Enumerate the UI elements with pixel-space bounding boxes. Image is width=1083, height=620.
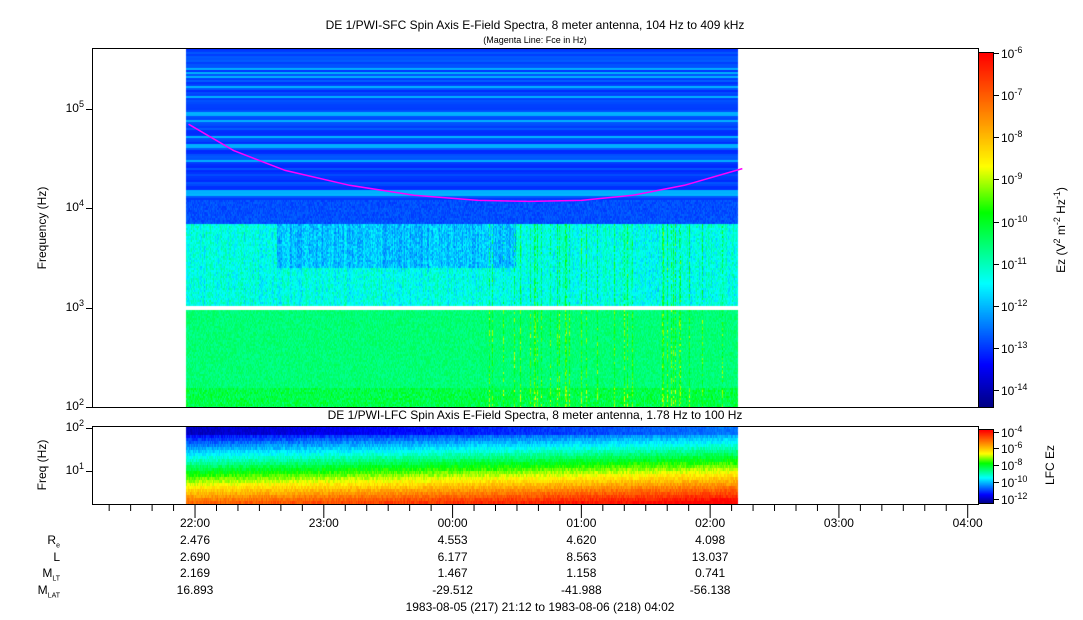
sfc-ytick-label: 104 — [65, 198, 84, 215]
lfc-ytick-mark — [86, 471, 92, 473]
sfc-ytick-label: 103 — [65, 297, 84, 314]
sfc-colorbar-tick — [994, 53, 999, 54]
sfc-plot-frame — [92, 48, 979, 408]
sfc-colorbar-tick — [994, 221, 999, 223]
ephemeris-label: MLAT — [37, 582, 60, 599]
lfc-ytick-label: 102 — [65, 417, 84, 434]
ephemeris-value: 16.893 — [176, 582, 214, 597]
sfc-colorbar-tick — [994, 137, 999, 139]
ephemeris-value: 13.037 — [691, 549, 729, 564]
sfc-ytick-mark — [86, 407, 92, 408]
sfc-colorbar-tick-label: 10-12 — [1001, 297, 1028, 314]
sfc-colorbar-tick-label: 10-7 — [1001, 87, 1023, 104]
sfc-colorbar-tick-label: 10-13 — [1001, 340, 1028, 356]
ephemeris-value: 2.690 — [180, 549, 211, 564]
lfc-ytick-mark — [86, 427, 92, 429]
ephemeris-value: -29.512 — [432, 582, 473, 597]
ephemeris-value: 2.169 — [180, 566, 211, 580]
sfc-colorbar-tick — [994, 263, 999, 265]
ephemeris-label: L — [53, 549, 60, 564]
lfc-colorbar-tick — [994, 431, 999, 433]
sfc-colorbar-tick — [994, 390, 999, 392]
ephemeris-label: Re — [47, 533, 60, 550]
lfc-colorbar-tick-label: 10-6 — [1001, 440, 1023, 457]
lfc-colorbar-tick — [994, 465, 999, 467]
sfc-colorbar-tick — [994, 305, 999, 307]
sfc-ytick-mark — [86, 208, 92, 210]
sfc-overlay — [188, 123, 743, 203]
time-tick-label: 03:00 — [823, 516, 854, 530]
time-axis — [108, 504, 969, 518]
sfc-colorbar-tick-label: 10-9 — [1001, 171, 1023, 188]
time-tick-label: 00:00 — [437, 516, 468, 530]
sfc-title: DE 1/PWI-SFC Spin Axis E-Field Spectra, … — [325, 18, 745, 32]
lfc-colorbar-tick — [994, 482, 999, 484]
time-tick-label: 01:00 — [566, 516, 597, 530]
sfc-colorbar-tick-label: 10-8 — [1001, 129, 1023, 146]
date-range: 1983-08-05 (217) 21:12 to 1983-08-06 (21… — [405, 600, 675, 614]
ephemeris-value: -56.138 — [689, 582, 731, 597]
lfc-title: DE 1/PWI-LFC Spin Axis E-Field Spectra, … — [327, 408, 743, 422]
ephemeris-value: 0.741 — [695, 566, 726, 580]
lfc-colorbar-tick — [994, 498, 999, 500]
ephemeris-label: MLT — [42, 566, 60, 583]
time-tick-label: 23:00 — [308, 516, 339, 530]
ephemeris-value: 4.620 — [566, 533, 597, 547]
lfc-ylabel: Freq (Hz) — [35, 439, 49, 491]
lfc-plot-frame — [92, 426, 979, 505]
sfc-ytick-label: 102 — [65, 397, 84, 413]
lfc-colorbar-label: LFC Ez — [1043, 445, 1057, 486]
lfc-colorbar-tick-label: 10-4 — [1001, 423, 1023, 440]
lfc-colorbar-tick-label: 10-10 — [1001, 474, 1028, 491]
ephemeris-value: 4.553 — [437, 533, 468, 547]
lfc-colorbar — [978, 429, 994, 504]
sfc-ytick-mark — [86, 108, 92, 110]
sfc-colorbar-tick-label: 10-11 — [1001, 255, 1027, 272]
ephemeris-value: 1.467 — [437, 566, 468, 580]
sfc-subtitle: (Magenta Line: Fce in Hz) — [483, 35, 587, 45]
time-tick-label: 02:00 — [695, 516, 726, 530]
lfc-ytick-label: 101 — [65, 461, 84, 478]
sfc-spectrogram — [92, 48, 978, 407]
ephemeris-value: 6.177 — [437, 549, 468, 564]
fce-line — [188, 123, 743, 203]
lfc-colorbar-tick-label: 10-8 — [1001, 457, 1023, 474]
sfc-colorbar-label: Ez (V2 m-2 Hz-1) — [1052, 187, 1068, 273]
lfc-spectrogram — [92, 426, 978, 504]
time-tick-label: 04:00 — [952, 516, 983, 530]
sfc-colorbar-tick-label: 10-6 — [1001, 45, 1023, 61]
ephemeris-value: 8.563 — [566, 549, 597, 564]
lfc-colorbar-tick — [994, 448, 999, 450]
sfc-colorbar-tick-label: 10-14 — [1001, 382, 1028, 399]
sfc-colorbar-tick — [994, 179, 999, 181]
ephemeris-value: 4.098 — [695, 533, 726, 547]
time-tick-label: 22:00 — [180, 516, 211, 530]
ephemeris-value: 1.158 — [566, 566, 597, 580]
sfc-ytick-mark — [86, 307, 92, 309]
sfc-colorbar-tick-label: 10-10 — [1001, 213, 1028, 230]
sfc-colorbar-tick — [994, 95, 999, 97]
sfc-colorbar-tick — [994, 348, 999, 349]
lfc-colorbar-tick-label: 10-12 — [1001, 490, 1028, 507]
sfc-ylabel: Frequency (Hz) — [35, 186, 49, 270]
sfc-colorbar — [978, 52, 994, 408]
ephemeris-value: 2.476 — [180, 533, 211, 547]
sfc-ytick-label: 105 — [65, 98, 84, 115]
ephemeris-value: -41.988 — [561, 582, 602, 597]
